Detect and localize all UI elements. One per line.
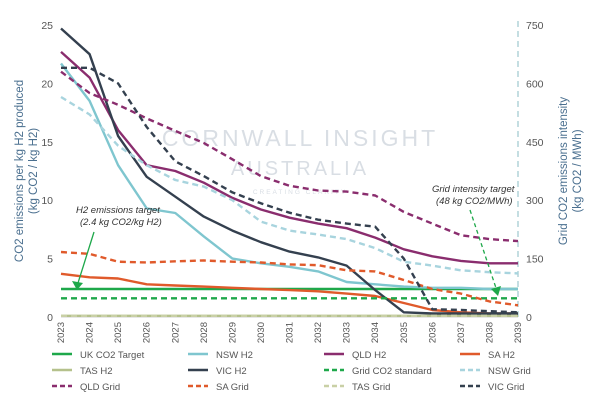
y-right-tick-label: 150 <box>526 254 544 266</box>
annotation-grid-arrow <box>469 209 497 289</box>
series-line-sa-grid <box>60 250 519 307</box>
y-right-axis-title-line-2: (kg CO2 / MWh) <box>572 129 584 212</box>
y-right-tick-label: 450 <box>526 137 544 149</box>
series-line-qld-h2 <box>60 51 518 265</box>
x-tick-label: 2035 <box>399 322 410 343</box>
annotation-h2-target-line-2: (2.4 kg CO2/kg H2) <box>80 217 162 228</box>
y-left-tick-label: 15 <box>41 137 53 149</box>
y-left-tick-label: 25 <box>41 20 53 32</box>
y-right-tick-label: 0 <box>526 312 532 324</box>
legend-label-vic-grid: VIC Grid <box>488 382 524 393</box>
x-tick-label: 2028 <box>199 322 210 343</box>
legend-label-tas-h2: TAS H2 <box>80 366 113 377</box>
legend-label-nsw-h2: NSW H2 <box>216 350 253 361</box>
legend-label-vic-h2: VIC H2 <box>216 366 247 377</box>
x-tick-label: 2029 <box>227 322 238 343</box>
y-right-tick-label: 750 <box>526 20 544 32</box>
legend-label-sa-grid: SA Grid <box>216 382 249 393</box>
y-left-axis-title-line-1: CO2 emissions per kg H2 produced <box>14 80 26 262</box>
y-right-tick-label: 300 <box>526 195 544 207</box>
x-tick-label: 2027 <box>170 322 181 343</box>
series-line-sa-h2 <box>60 272 518 315</box>
y-right-tick-label: 600 <box>526 78 544 90</box>
annotation-grid-target-line-2: (48 kg CO2/MWh) <box>436 196 513 207</box>
watermark-line-1: CORNWALL INSIGHT <box>162 125 438 151</box>
x-tick-label: 2024 <box>85 322 96 343</box>
watermark-line-2: AUSTRALIA <box>231 158 369 180</box>
watermark-line-3: CREATING CLARITY <box>253 189 347 196</box>
legend-label-grid-co2-standard: Grid CO2 standard <box>352 366 432 377</box>
y-left-tick-label: 10 <box>41 195 53 207</box>
x-tick-label: 2026 <box>142 322 153 343</box>
x-tick-label: 2030 <box>256 322 267 343</box>
legend-label-tas-grid: TAS Grid <box>352 382 390 393</box>
x-tick-label: 2038 <box>484 322 495 343</box>
x-tick-label: 2039 <box>513 322 524 343</box>
x-tick-label: 2031 <box>285 322 296 343</box>
x-tick-label: 2025 <box>113 322 124 343</box>
y-right-axis-title-line-1: Grid CO2 emissions intensity <box>558 97 570 246</box>
y-left-tick-label: 5 <box>47 254 53 266</box>
y-left-tick-label: 20 <box>41 78 53 90</box>
x-tick-label: 2023 <box>56 322 67 343</box>
legend-label-qld-grid: QLD Grid <box>80 382 120 393</box>
annotation-grid-target-line-1: Grid intensity target <box>432 184 515 195</box>
x-tick-label: 2037 <box>456 322 467 343</box>
legend-label-uk-co2-target: UK CO2 Target <box>80 350 145 361</box>
annotation-h2-arrow <box>77 231 95 284</box>
x-tick-label: 2032 <box>313 322 324 343</box>
x-tick-label: 2036 <box>427 322 438 343</box>
annotation-h2-arrowhead <box>72 281 83 290</box>
legend-label-sa-h2: SA H2 <box>488 350 515 361</box>
y-left-axis-title-line-2: (kg CO2 / kg H2) <box>28 128 40 214</box>
series-line-vic-grid <box>61 66 519 314</box>
series-line-vic-h2 <box>60 27 518 315</box>
annotation-grid-arrowhead <box>491 286 501 296</box>
series-line-nsw-h2 <box>60 62 518 291</box>
annotation-h2-target-line-1: H2 emissions target <box>76 205 160 216</box>
x-tick-label: 2034 <box>370 322 381 343</box>
y-left-tick-label: 0 <box>47 312 53 324</box>
x-tick-label: 2033 <box>342 322 353 343</box>
legend-label-nsw-grid: NSW Grid <box>488 366 531 377</box>
legend-label-qld-h2: QLD H2 <box>352 350 386 361</box>
